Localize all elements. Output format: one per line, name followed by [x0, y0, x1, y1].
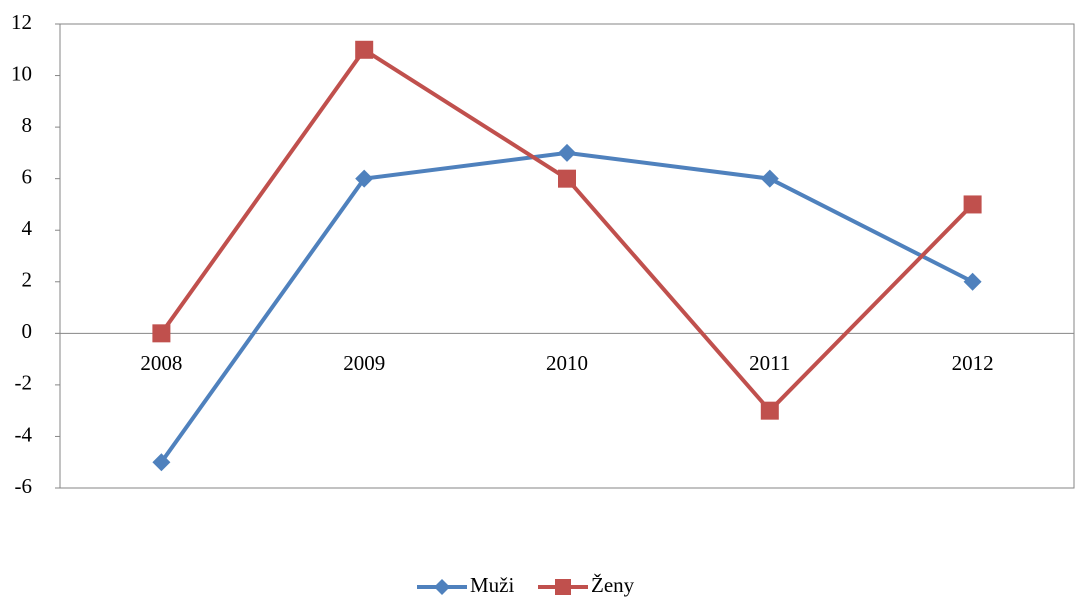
y-tick-label: 10 [11, 61, 32, 85]
series-line [159, 150, 974, 464]
marker-diamond [558, 143, 576, 162]
marker-square [355, 40, 374, 59]
x-tick-label: 2009 [343, 351, 385, 375]
marker-diamond [434, 579, 450, 595]
y-tick-label: 4 [22, 216, 33, 240]
legend-label: Muži [470, 573, 514, 597]
y-tick-label: 0 [22, 319, 33, 343]
x-tick-label: 2010 [546, 351, 588, 375]
marker-square [152, 324, 171, 343]
plot-border [59, 23, 1075, 489]
marker-square [963, 195, 982, 214]
marker-square [760, 401, 779, 420]
y-tick-label: 12 [11, 10, 32, 34]
marker-square [555, 579, 571, 595]
y-tick-label: -6 [15, 474, 33, 498]
marker-diamond [760, 169, 779, 188]
y-tick-label: -4 [15, 422, 33, 446]
x-tick-label: 2008 [140, 351, 182, 375]
y-tick-label: 8 [22, 113, 33, 137]
marker-diamond [963, 272, 982, 291]
legend-label: Ženy [591, 573, 635, 597]
marker-square [558, 169, 576, 188]
y-tick-label: 6 [22, 164, 33, 188]
x-tick-label: 2012 [952, 351, 994, 375]
y-tick-label: 2 [22, 268, 33, 292]
y-tick-label: -2 [15, 371, 33, 395]
marker-diamond [355, 169, 374, 188]
marker-diamond [152, 453, 171, 472]
x-tick-label: 2011 [749, 351, 790, 375]
